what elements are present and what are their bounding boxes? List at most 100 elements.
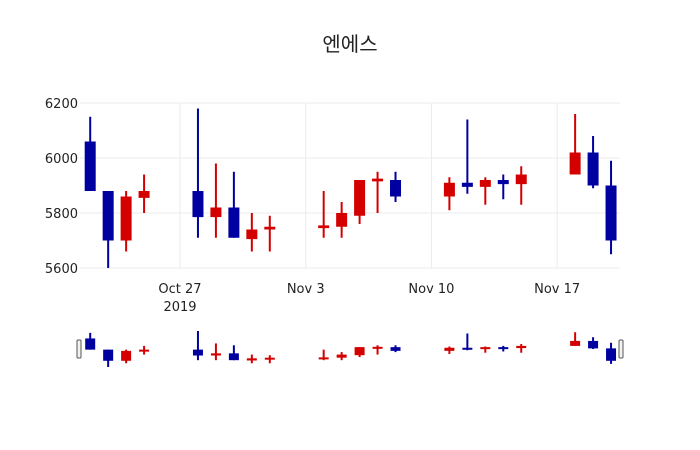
slider-candle (85, 332, 96, 350)
y-tick-label: 6200 (45, 97, 78, 112)
candle-increasing[interactable] (264, 215, 276, 252)
range-slider-right-handle[interactable] (618, 339, 624, 359)
slider-candle-body (336, 354, 347, 358)
candle-increasing[interactable] (318, 191, 330, 238)
slider-candle (480, 346, 491, 353)
slider-candle-body (606, 348, 617, 361)
candle-decreasing[interactable] (102, 191, 114, 268)
candle-body (336, 213, 348, 227)
candle-body (497, 180, 509, 185)
candle-body (138, 191, 150, 198)
candle-body (515, 174, 527, 185)
slider-candle (246, 354, 257, 364)
slider-candle (228, 345, 239, 361)
candle-body (461, 182, 473, 187)
slider-candle-body (372, 346, 383, 349)
candle-increasing[interactable] (515, 166, 527, 205)
slider-candle-body (210, 353, 221, 356)
candle-body (228, 207, 240, 238)
candle-body (246, 229, 258, 240)
x-tick-year-label: 2019 (163, 300, 196, 315)
candle-increasing[interactable] (210, 163, 222, 238)
candle-decreasing[interactable] (461, 119, 473, 194)
candle-body (479, 180, 491, 187)
candle-body (372, 178, 384, 182)
candle-body (390, 180, 402, 197)
candle-body (264, 226, 276, 230)
slider-candle-body (318, 357, 329, 360)
slider-candle (121, 349, 132, 364)
slider-candle (462, 333, 473, 351)
x-tick-label: Nov 3 (287, 282, 325, 297)
candle-decreasing[interactable] (192, 108, 204, 238)
candle-decreasing[interactable] (587, 136, 599, 189)
slider-candle-body (264, 357, 275, 360)
candle-decreasing[interactable] (390, 171, 402, 202)
y-tick-label: 5800 (45, 207, 78, 222)
slider-candle (318, 349, 329, 361)
candle-increasing[interactable] (354, 180, 366, 224)
slider-candle (570, 332, 581, 346)
slider-candle (354, 347, 365, 358)
slider-candle-body (139, 349, 150, 352)
candle-increasing[interactable] (443, 177, 455, 211)
slider-candle-body (121, 350, 132, 361)
candle-increasing[interactable] (336, 202, 348, 238)
slider-candle-body (498, 347, 509, 350)
y-axis: 5600 5800 6000 6200 (45, 97, 78, 277)
slider-candle-body (228, 353, 239, 361)
range-slider-left-handle[interactable] (76, 339, 82, 359)
slider-candle-body (246, 358, 257, 361)
slider-candle-body (516, 345, 527, 349)
candle-increasing[interactable] (479, 177, 491, 205)
slider-candle-body (480, 347, 491, 350)
candle-increasing[interactable] (246, 213, 258, 252)
slider-candle-body (570, 340, 581, 346)
candle-body (102, 191, 114, 241)
candle-body (84, 141, 96, 191)
y-tick-label: 6000 (45, 152, 78, 167)
range-slider[interactable] (76, 331, 624, 367)
slider-candle (390, 345, 401, 353)
slider-candle (336, 352, 347, 361)
candle-increasing[interactable] (372, 171, 384, 213)
grid-lines (80, 102, 620, 269)
slider-candle (516, 344, 527, 353)
candle-increasing[interactable] (120, 191, 132, 252)
slider-candle-body (103, 349, 114, 361)
slider-candle (444, 346, 455, 354)
candle-body (587, 152, 599, 186)
slider-candle (588, 337, 599, 349)
candle-body (192, 191, 204, 218)
candle-decreasing[interactable] (228, 171, 240, 238)
slider-candle (210, 343, 221, 361)
slider-candle-body (354, 347, 365, 356)
chart-title: 엔에스 (322, 32, 378, 56)
slider-candle (103, 349, 114, 367)
slider-candle-body (444, 347, 455, 351)
slider-candle (498, 345, 509, 352)
slider-candle (264, 355, 275, 364)
candle-decreasing[interactable] (497, 174, 509, 200)
slider-candle (372, 345, 383, 355)
x-tick-label: Oct 27 (158, 282, 201, 297)
slider-candle (139, 345, 150, 355)
x-axis: Oct 27 2019 Nov 3 Nov 10 Nov 17 (158, 282, 580, 315)
slider-candle-body (192, 349, 203, 356)
candles-main[interactable] (84, 108, 617, 269)
candle-body (443, 182, 455, 197)
candle-decreasing[interactable] (605, 160, 617, 255)
candle-increasing[interactable] (569, 114, 581, 175)
slider-candle-body (390, 347, 401, 351)
candle-body (210, 207, 222, 218)
candle-increasing[interactable] (138, 174, 150, 214)
slider-candle (192, 331, 203, 361)
slider-candle-body (85, 338, 96, 350)
candle-body (354, 180, 366, 216)
y-tick-label: 5600 (45, 262, 78, 277)
candle-decreasing[interactable] (84, 116, 96, 191)
slider-candle-body (588, 340, 599, 349)
slider-candle (606, 342, 617, 364)
